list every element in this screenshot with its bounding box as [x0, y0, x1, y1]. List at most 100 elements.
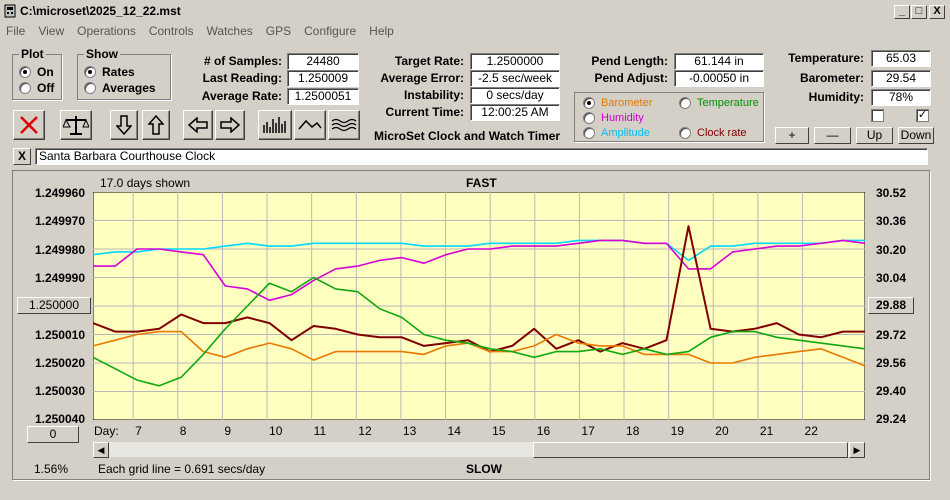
scroll-left-button[interactable]: ◀	[93, 442, 109, 458]
up-button[interactable]: Up	[856, 127, 893, 144]
series-line-3	[93, 330, 865, 367]
radio-dot-icon	[84, 82, 96, 94]
clock-rate-radio[interactable]: Clock rate	[679, 127, 747, 139]
close-window-button[interactable]: X	[929, 5, 945, 19]
app-caption: MicroSet Clock and Watch Timer	[374, 129, 561, 143]
app-icon	[4, 4, 16, 18]
radio-dot-icon	[583, 127, 595, 139]
menu-operations[interactable]: Operations	[77, 24, 136, 38]
menu-gps[interactable]: GPS	[265, 24, 292, 38]
menu-file[interactable]: File	[6, 24, 26, 38]
show-rates-radio[interactable]: Rates	[84, 64, 135, 80]
humidity-radio[interactable]: Humidity	[583, 112, 644, 124]
y-right-tick: 29.24	[876, 412, 907, 426]
center-barometer-button[interactable]: 29.88	[868, 297, 914, 314]
temperature-radio[interactable]: Temperature	[679, 97, 759, 109]
samples-value: 24480	[287, 53, 359, 70]
grid-note-label: Each grid line = 0.691 secs/day	[98, 462, 266, 476]
show-group: Show Rates Averages	[77, 47, 171, 100]
multi-waveform-button[interactable]	[328, 110, 360, 140]
clear-note-button[interactable]: X	[13, 148, 31, 165]
x-tick-label: 20	[715, 424, 729, 438]
move-left-button[interactable]	[183, 110, 213, 140]
x-tick-label: 17	[581, 424, 595, 438]
x-tick-label: 22	[804, 424, 818, 438]
x-tick-label: 10	[269, 424, 283, 438]
y-left-tick: 1.249980	[34, 243, 85, 257]
show-averages-label: Averages	[102, 81, 156, 95]
scroll-thumb[interactable]	[533, 442, 848, 458]
menu-view[interactable]: View	[38, 24, 65, 38]
arrow-left-icon	[187, 117, 208, 133]
y-right-tick: 30.20	[876, 243, 907, 257]
close-x-icon	[20, 116, 38, 134]
x-tick-label: 7	[135, 424, 142, 438]
menu-help[interactable]: Help	[369, 24, 394, 38]
stop-button[interactable]	[13, 110, 45, 140]
current-time-label: Current Time:	[385, 105, 464, 119]
minimize-button[interactable]: _	[894, 5, 910, 19]
horizontal-scrollbar[interactable]: ◀ ▶	[93, 441, 865, 458]
y-right-tick: 30.04	[876, 271, 907, 285]
waveform-button[interactable]	[294, 110, 326, 140]
x-tick-label: 12	[358, 424, 372, 438]
histogram-icon	[263, 117, 286, 133]
average-error-label: Average Error:	[380, 71, 464, 85]
samples-label: # of Samples:	[203, 54, 282, 68]
last-reading-value: 1.250009	[287, 70, 359, 87]
center-rate-button[interactable]: 1.250000	[17, 297, 91, 314]
move-down-button[interactable]	[110, 110, 138, 140]
increase-button[interactable]: +	[775, 127, 809, 144]
pend-length-value: 61.144 in	[674, 53, 764, 70]
down-button[interactable]: Down	[898, 127, 934, 144]
instability-value: 0 secs/day	[470, 87, 560, 104]
radio-dot-icon	[679, 127, 691, 139]
average-error-value: -2.5 sec/week	[470, 70, 560, 87]
target-rate-label: Target Rate:	[394, 54, 464, 68]
histogram-button[interactable]	[258, 110, 292, 140]
barometer-radio[interactable]: Barometer	[583, 97, 652, 109]
x-tick-label: 15	[492, 424, 506, 438]
slow-label: SLOW	[466, 462, 502, 476]
menu-controls[interactable]: Controls	[148, 24, 194, 38]
menu-watches[interactable]: Watches	[206, 24, 253, 38]
move-right-button[interactable]	[215, 110, 245, 140]
clock-name-field[interactable]: Santa Barbara Courthouse Clock	[35, 148, 928, 165]
x-tick-label: 8	[179, 424, 187, 438]
plot-on-radio[interactable]: On	[19, 64, 54, 80]
amplitude-label: Amplitude	[601, 127, 650, 139]
offset-button[interactable]: 0	[27, 426, 79, 443]
radio-dot-icon	[583, 97, 595, 109]
maximize-button[interactable]: □	[911, 5, 927, 19]
scroll-right-button[interactable]: ▶	[849, 442, 865, 458]
series-line-0	[93, 239, 865, 262]
decrease-button[interactable]: —	[814, 127, 851, 144]
radio-dot-icon	[84, 66, 96, 78]
y-left-tick: 1.250020	[34, 356, 85, 370]
plot-group: Plot On Off	[12, 47, 62, 100]
y-right-tick: 30.36	[876, 214, 907, 228]
amplitude-radio[interactable]: Amplitude	[583, 127, 650, 139]
y-left-tick: 1.249970	[34, 214, 85, 228]
series-line-4	[93, 276, 865, 387]
move-up-button[interactable]	[142, 110, 170, 140]
show-averages-radio[interactable]: Averages	[84, 80, 156, 96]
plot-off-radio[interactable]: Off	[19, 80, 54, 96]
barometer-label: Barometer	[601, 97, 653, 109]
humidity-label: Humidity	[601, 112, 644, 124]
arrow-down-icon	[116, 115, 132, 136]
menu-configure[interactable]: Configure	[304, 24, 357, 38]
humidity-reading-label: Humidity:	[808, 90, 864, 104]
balance-scale-icon	[63, 116, 89, 135]
x-tick-label: 13	[402, 424, 417, 438]
y-left-tick: 1.249960	[34, 186, 85, 200]
temperature-label: Temperature	[697, 97, 759, 109]
option-checkbox-2[interactable]: ✓	[916, 109, 929, 122]
option-checkbox-1[interactable]	[871, 109, 884, 122]
arrow-up-icon	[148, 114, 164, 135]
humidity-reading-value: 78%	[871, 89, 931, 106]
x-tick-label: 21	[759, 424, 774, 438]
multi-wave-icon	[331, 118, 357, 132]
pend-adjust-label: Pend Adjust:	[594, 71, 668, 85]
calibrate-button[interactable]	[60, 110, 92, 140]
